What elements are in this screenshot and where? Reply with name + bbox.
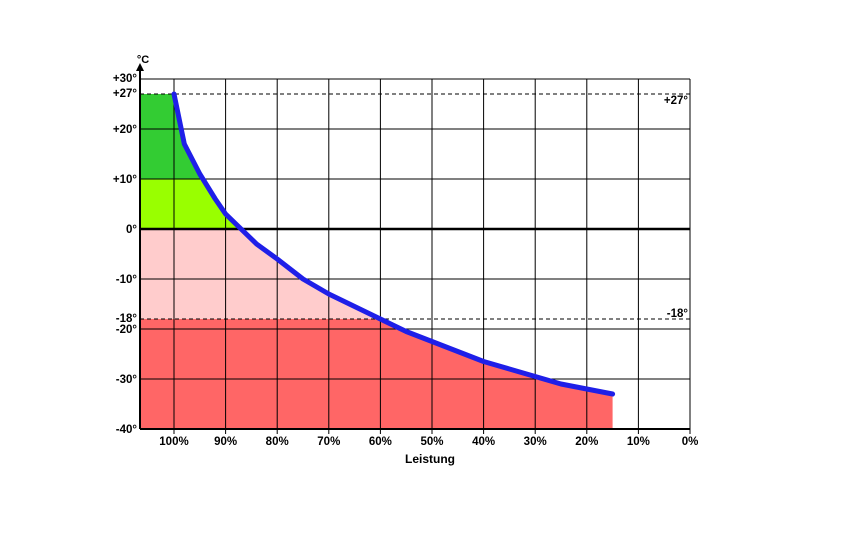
series-group <box>171 91 616 397</box>
y-tick-labels: +30° +27° +20° +10° 0° -10° -18°-20° -30° -40° <box>113 73 138 436</box>
y-axis-title: °C <box>137 54 149 66</box>
x-tick-label-6: 40% <box>472 436 495 448</box>
y-tick-label-6: -18° <box>116 313 138 325</box>
y-tick-label-7: -20° <box>116 324 138 336</box>
x-axis-title: Leistung <box>405 452 455 466</box>
x-tick-labels: 100% 90% 80% 70% 60% 50% 40% 30% 20% 10% 0% <box>159 436 698 448</box>
x-tick-label-2: 80% <box>266 436 289 448</box>
axes <box>136 63 691 434</box>
region-fill-0 <box>140 94 613 179</box>
x-tick-label-10: 0% <box>682 436 699 448</box>
x-tick-label-9: 10% <box>627 436 650 448</box>
y-tick-label-9: -40° <box>116 424 138 436</box>
region-fill-2 <box>140 229 613 319</box>
reference-label-1: -18° <box>667 308 689 320</box>
x-tick-label-0: 100% <box>159 436 188 448</box>
y-tick-label-1: +27° <box>113 88 138 100</box>
y-tick-label-8: -30° <box>116 374 138 386</box>
y-tick-label-2: +20° <box>113 124 138 136</box>
x-tick-label-5: 50% <box>420 436 443 448</box>
x-tick-label-7: 30% <box>524 436 547 448</box>
x-tick-label-4: 60% <box>369 436 392 448</box>
grid <box>140 78 691 430</box>
y-tick-label-4: 0° <box>126 224 137 236</box>
x-tick-label-3: 70% <box>317 436 340 448</box>
y-tick-label-5: -10° <box>116 274 138 286</box>
reference-label-0: +27° <box>664 95 689 107</box>
y-axis-arrow <box>136 63 144 71</box>
performance-curve <box>171 91 616 397</box>
y-tick-label-0: +30° <box>113 73 138 85</box>
reference-lines: +27° -18° <box>140 93 690 320</box>
region-fill-1 <box>140 179 613 229</box>
x-tick-label-1: 90% <box>214 436 237 448</box>
x-tick-label-8: 20% <box>575 436 598 448</box>
y-tick-label-3: +10° <box>113 174 138 186</box>
